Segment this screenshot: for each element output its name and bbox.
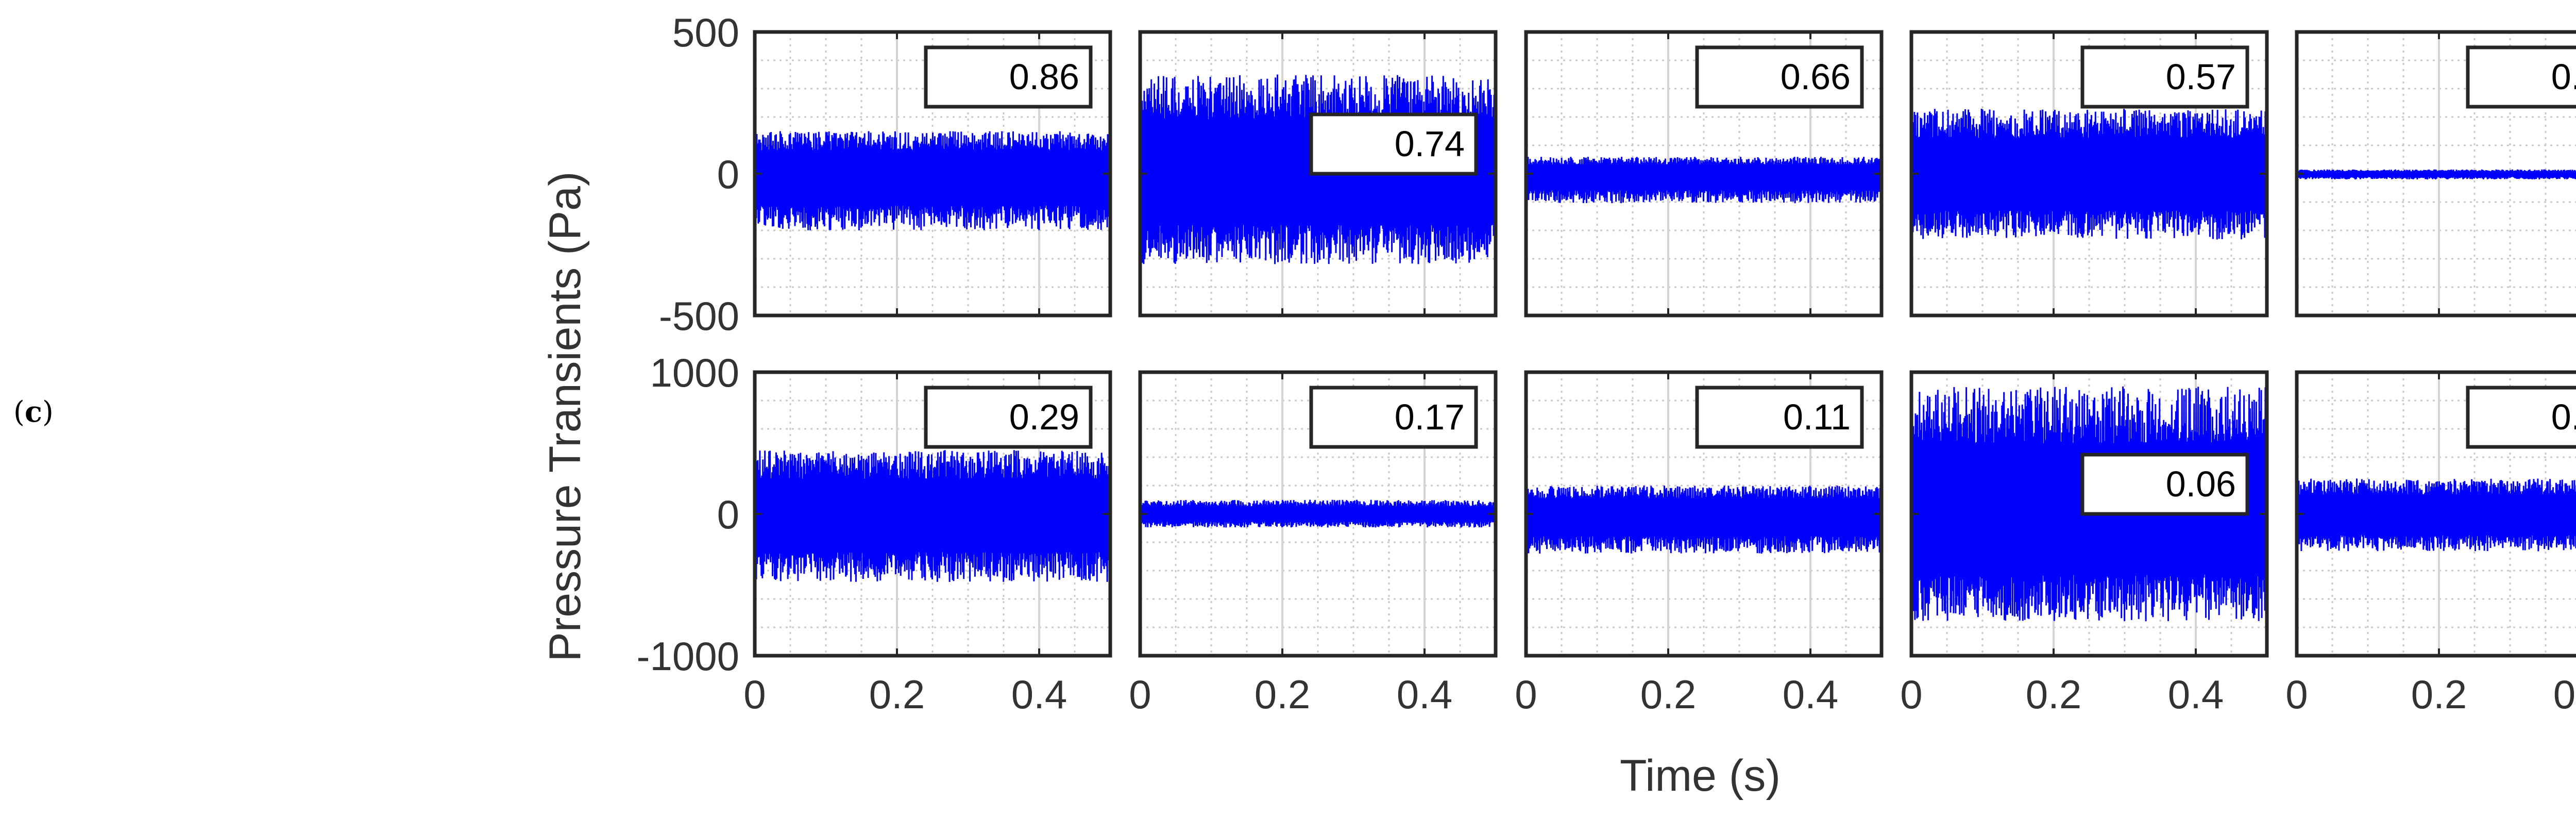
x-tick-label: 0.2 (1640, 672, 1696, 717)
value-annotation-label: 0.86 (1009, 57, 1079, 97)
x-tick-label: 0 (1900, 672, 1922, 717)
value-annotation-label: 0.74 (1395, 124, 1465, 164)
subplot-r2-c4: 0 0.2 0.4 0.06 (1900, 370, 2269, 717)
pressure-trace-line (2296, 478, 2576, 552)
x-tick-label: 0.2 (869, 672, 925, 717)
pressure-trace-line (1139, 499, 1497, 528)
x-tick-label: 0.4 (2553, 672, 2576, 717)
subplot-r1-c1: -500 0 500 0.86 (659, 10, 1112, 339)
x-tick-label: 0 (743, 672, 766, 717)
subplot-r2-c5: 0 0.2 0.4 0.01 (2285, 370, 2576, 717)
value-annotation-box (2466, 386, 2576, 449)
x-tick-label: 0 (1129, 672, 1151, 717)
subplot-r1-c4: 0.57 (1909, 30, 2269, 318)
pressure-trace-line (754, 450, 1111, 582)
value-annotation-box (2080, 45, 2249, 109)
pressure-trace-line (2296, 169, 2576, 180)
pressure-trace-line (1525, 157, 1883, 204)
value-annotation-label: 0.17 (1395, 397, 1465, 437)
pressure-trace-line (754, 131, 1111, 230)
x-tick-label: 0 (1515, 672, 1537, 717)
x-tick-label: 0.2 (2026, 672, 2081, 717)
value-annotation-label: 0.40 (2551, 57, 2576, 97)
y-axis-label: Pressure Transients (Pa) (540, 171, 590, 661)
subplot-r1-c2: 0.74 (1138, 30, 1498, 318)
x-axis-label: Time (s) (1620, 751, 1781, 801)
y-tick-label: 500 (672, 10, 739, 55)
x-tick-label: 0.4 (1783, 672, 1838, 717)
value-annotation-box (1695, 386, 1864, 449)
x-tick-label: 0.2 (1255, 672, 1310, 717)
x-tick-label: 0.4 (2168, 672, 2224, 717)
x-tick-label: 0.2 (2411, 672, 2467, 717)
value-annotation-label: 0.66 (1781, 57, 1851, 97)
subplot-r1-c3: 0.66 (1524, 30, 1884, 318)
value-annotation-box (924, 45, 1093, 109)
subplot-r2-c2: 0 0.2 0.4 0.17 (1129, 370, 1498, 717)
value-annotation-box (1309, 112, 1478, 176)
value-annotation-box (2080, 453, 2249, 516)
y-tick-label: 0 (717, 492, 739, 537)
y-tick-label: 0 (717, 152, 739, 197)
pressure-trace-line (1525, 486, 1883, 554)
value-annotation-box (924, 386, 1093, 449)
y-tick-label: -500 (659, 293, 739, 339)
subplot-r1-c5: 0.40 (2295, 30, 2576, 318)
value-annotation-label: 0.01 (2551, 397, 2576, 437)
value-annotation-label: 0.06 (2166, 464, 2236, 504)
x-tick-label: 0.4 (1397, 672, 1452, 717)
y-tick-label: 1000 (650, 350, 739, 395)
value-annotation-label: 0.11 (1783, 397, 1851, 437)
value-annotation-label: 0.57 (2166, 57, 2236, 97)
x-tick-label: 0.4 (1011, 672, 1067, 717)
subplot-r2-c3: 0 0.2 0.4 0.11 (1515, 370, 1884, 717)
y-tick-label: -1000 (637, 634, 740, 679)
value-annotation-box (2466, 45, 2576, 109)
panel-letter: (c) (13, 395, 54, 429)
value-annotation-box (1309, 386, 1478, 449)
value-annotation-box (1695, 45, 1864, 109)
subplot-grid: -50005000.860.740.660.570.40-10000100000… (637, 10, 2576, 717)
x-tick-label: 0 (2285, 672, 2308, 717)
value-annotation-label: 0.29 (1009, 397, 1079, 437)
pressure-trace-line (1910, 108, 2268, 240)
